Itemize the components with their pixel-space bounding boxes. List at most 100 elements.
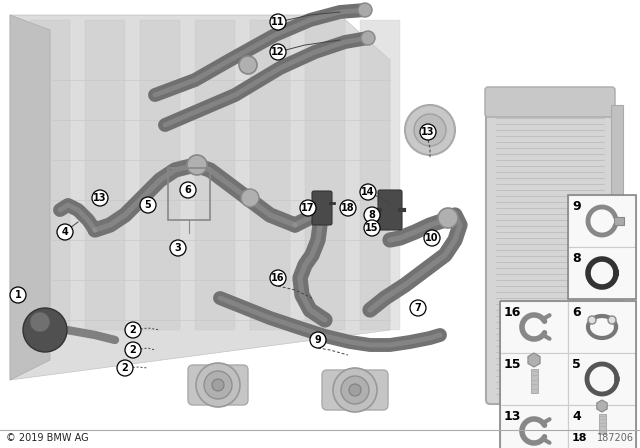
Bar [85, 20, 125, 330]
FancyBboxPatch shape [322, 370, 388, 410]
Bar [568, 301, 636, 353]
Text: 16: 16 [271, 273, 285, 283]
Circle shape [92, 190, 108, 206]
Circle shape [23, 308, 67, 352]
Text: 2: 2 [130, 345, 136, 355]
Text: 5: 5 [145, 200, 152, 210]
Bar [531, 369, 538, 393]
Bar [568, 195, 636, 247]
Text: 15: 15 [365, 223, 379, 233]
Circle shape [424, 230, 440, 246]
Bar [500, 405, 568, 448]
Text: 8: 8 [572, 252, 580, 265]
Text: 5: 5 [572, 358, 580, 371]
Bar [500, 301, 568, 353]
Text: 9: 9 [572, 200, 580, 213]
Circle shape [414, 114, 446, 146]
Text: 13: 13 [421, 127, 435, 137]
Polygon shape [597, 400, 607, 412]
Circle shape [300, 200, 316, 216]
Text: 6: 6 [184, 185, 191, 195]
Circle shape [341, 376, 369, 404]
Circle shape [349, 384, 361, 396]
Circle shape [361, 31, 375, 45]
Circle shape [239, 56, 257, 74]
Circle shape [608, 316, 616, 324]
Circle shape [420, 124, 436, 140]
Text: 2: 2 [122, 363, 129, 373]
Circle shape [333, 368, 377, 412]
Text: 15: 15 [504, 358, 522, 371]
Bar [168, 168, 210, 220]
Bar [568, 353, 636, 405]
FancyBboxPatch shape [378, 190, 402, 230]
Text: 3: 3 [175, 243, 181, 253]
Circle shape [180, 182, 196, 198]
Text: 17: 17 [301, 203, 315, 213]
Text: 2: 2 [130, 325, 136, 335]
Circle shape [270, 270, 286, 286]
FancyBboxPatch shape [485, 87, 615, 117]
Bar [195, 20, 235, 330]
Bar [614, 217, 624, 225]
Bar [30, 20, 70, 330]
Text: 1: 1 [15, 290, 21, 300]
Circle shape [588, 316, 596, 324]
Circle shape [364, 220, 380, 236]
Circle shape [310, 332, 326, 348]
Circle shape [187, 155, 207, 175]
Text: 12: 12 [271, 47, 285, 57]
Text: 8: 8 [369, 210, 376, 220]
Bar [305, 20, 345, 330]
Text: 14: 14 [361, 187, 375, 197]
FancyBboxPatch shape [188, 365, 248, 405]
Polygon shape [10, 15, 50, 380]
Text: 13: 13 [504, 410, 522, 423]
Circle shape [360, 184, 376, 200]
Circle shape [364, 207, 380, 223]
Circle shape [125, 322, 141, 338]
Bar [568, 405, 636, 448]
Circle shape [170, 240, 186, 256]
Text: 10: 10 [425, 233, 439, 243]
Circle shape [30, 312, 50, 332]
Polygon shape [528, 353, 540, 367]
Circle shape [270, 14, 286, 30]
Circle shape [270, 44, 286, 60]
FancyBboxPatch shape [486, 106, 614, 404]
Bar [568, 195, 636, 299]
Bar [500, 353, 568, 405]
Circle shape [410, 300, 426, 316]
Circle shape [140, 197, 156, 213]
Text: 18: 18 [341, 203, 355, 213]
Bar [500, 301, 636, 448]
Circle shape [196, 363, 240, 407]
Bar [598, 414, 605, 434]
Text: 4: 4 [572, 410, 580, 423]
FancyBboxPatch shape [312, 191, 332, 225]
Bar [360, 20, 400, 330]
Bar [568, 247, 636, 299]
Circle shape [117, 360, 133, 376]
Text: 11: 11 [271, 17, 285, 27]
Circle shape [10, 287, 26, 303]
Circle shape [57, 224, 73, 240]
Circle shape [340, 200, 356, 216]
Text: 6: 6 [572, 306, 580, 319]
Circle shape [125, 342, 141, 358]
Circle shape [241, 189, 259, 207]
Bar [140, 20, 180, 330]
Circle shape [358, 3, 372, 17]
Text: 4: 4 [61, 227, 68, 237]
Text: 7: 7 [415, 303, 421, 313]
Text: © 2019 BMW AG: © 2019 BMW AG [6, 433, 88, 443]
Circle shape [204, 371, 232, 399]
Text: 18: 18 [572, 433, 588, 443]
Text: 187206: 187206 [597, 433, 634, 443]
Text: 9: 9 [315, 335, 321, 345]
Circle shape [212, 379, 224, 391]
Polygon shape [10, 15, 390, 380]
Bar [250, 20, 290, 330]
Bar [611, 105, 623, 400]
Circle shape [438, 208, 458, 228]
